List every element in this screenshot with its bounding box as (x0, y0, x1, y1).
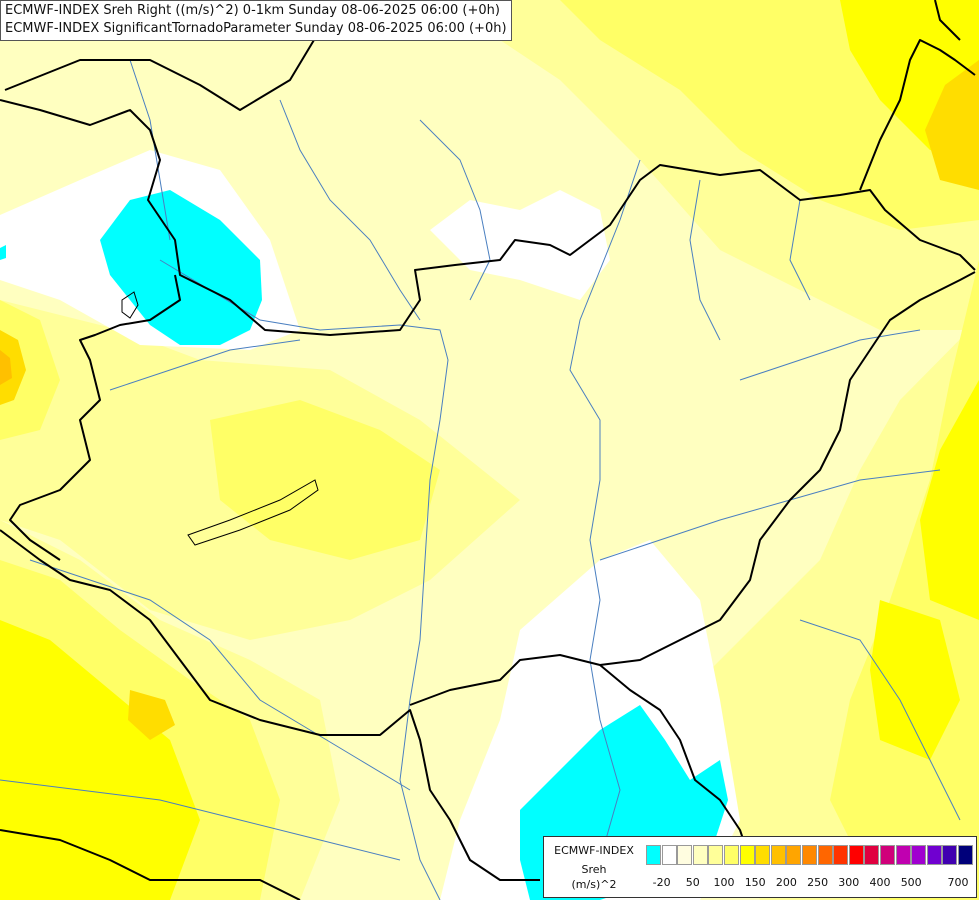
zone-gold-ne (925, 60, 979, 190)
border-serbia-romania (599, 664, 751, 861)
zone-gold-west (0, 330, 26, 405)
zone-strong-yellow-east (920, 380, 979, 620)
legend-swatch (724, 845, 739, 865)
river-misc-2 (789, 199, 811, 301)
border-austria-hungary (9, 274, 181, 561)
river-tisza (569, 159, 641, 861)
legend-tick-label: 250 (807, 876, 829, 889)
legend-swatch (942, 845, 958, 865)
river-olt (799, 619, 961, 821)
river-raab (109, 339, 301, 391)
legend-swatch (958, 845, 973, 865)
zone-cyan-west-edge (0, 245, 6, 260)
legend-swatch (833, 845, 849, 865)
river-hron (419, 119, 491, 301)
legend-swatch (848, 845, 864, 865)
title-line-sreh: ECMWF-INDEX Sreh Right ((m/s)^2) 0-1km S… (5, 3, 500, 18)
border-croatia (0, 529, 540, 881)
legend-tick-label: 400 (869, 876, 891, 889)
legend-tick-label: -20 (652, 876, 671, 889)
zone-orange-west (0, 350, 12, 385)
rivers (0, 59, 961, 900)
legend-title-variable: Sreh (581, 863, 607, 876)
zone-yellow-west-edge (0, 300, 60, 440)
legend-tick-label: 200 (775, 876, 797, 889)
river-vah (279, 99, 421, 321)
legend-tick-label: 700 (947, 876, 969, 889)
map-title-box: ECMWF-INDEX Sreh Right ((m/s)^2) 0-1km S… (0, 0, 512, 41)
river-drava (29, 559, 411, 791)
lake-neusiedl (121, 291, 139, 319)
legend-tick-label: 150 (744, 876, 766, 889)
border-southwest (0, 829, 301, 900)
border-ne-top (934, 0, 961, 41)
legend-swatch (755, 845, 771, 865)
legend-swatch (646, 845, 661, 865)
title-line-stp: ECMWF-INDEX SignificantTornadoParameter … (5, 21, 507, 36)
legend-swatch (677, 845, 693, 865)
legend-tick-label: 500 (900, 876, 922, 889)
legend-swatch (786, 845, 802, 865)
river-sava (0, 779, 401, 861)
legend-title-unit: (m/s)^2 (571, 878, 617, 891)
legend-title-source: ECMWF-INDEX (554, 844, 634, 857)
legend-swatch (911, 845, 927, 865)
legend-swatch (692, 845, 708, 865)
river-mures (599, 469, 941, 561)
legend-swatch (739, 845, 755, 865)
river-somes (739, 329, 921, 381)
river-morava (129, 59, 171, 241)
legend-tick-label: 50 (685, 876, 700, 889)
river-misc-1 (689, 179, 721, 341)
legend-swatch (817, 845, 833, 865)
zone-cyan-northwest (100, 190, 262, 345)
legend-swatch (802, 845, 817, 865)
zone-strong-yellow-se (870, 600, 960, 760)
legend-tick-label: 100 (713, 876, 735, 889)
river-danube (159, 259, 449, 900)
legend-swatch (926, 845, 942, 865)
zone-yellow-center-west (210, 400, 440, 560)
lake-balaton (187, 479, 319, 546)
lakes (121, 291, 319, 546)
zone-white-north-center (430, 190, 610, 300)
legend-swatch (708, 845, 724, 865)
border-northeast (859, 39, 976, 191)
legend-swatch (661, 845, 677, 865)
border-south (409, 271, 976, 706)
legend-tick-label: 300 (838, 876, 860, 889)
legend-swatch (880, 845, 895, 865)
legend-swatch (770, 845, 786, 865)
legend: ECMWF-INDEX Sreh (m/s)^2 -20 50 100 150 200 2… (543, 836, 977, 898)
zone-gold-sw (128, 690, 175, 740)
zone-strong-yellow-sw (0, 620, 200, 900)
zone-yellow-east (830, 260, 979, 900)
legend-swatch (864, 845, 880, 865)
border-north (0, 99, 976, 336)
legend-swatch (895, 845, 911, 865)
